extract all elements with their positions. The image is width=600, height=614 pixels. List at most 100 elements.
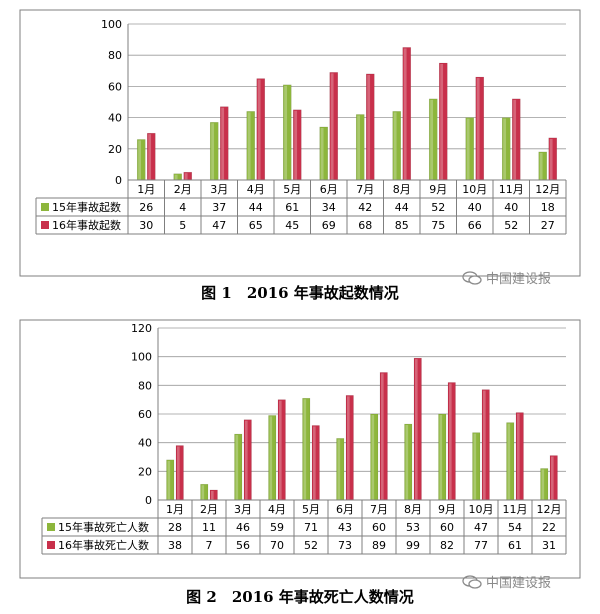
data-label: 5: [179, 219, 186, 232]
legend-swatch: [47, 541, 55, 549]
accident-deaths-chart: 0 20 40 60 80 100 120 1月 2月 3月 4月 5月 6月 7月 8月 9月 10月 11月 1…: [19, 319, 581, 579]
y-tick-label: 80: [108, 49, 122, 62]
data-label: 40: [468, 201, 482, 214]
bar-highlight: [549, 138, 553, 180]
bar-highlight: [430, 99, 434, 180]
wechat-icon: [462, 574, 482, 589]
bar-highlight: [184, 173, 188, 180]
data-label: 34: [322, 201, 336, 214]
bar-highlight: [174, 174, 178, 180]
bar-highlight: [347, 396, 350, 500]
y-tick-label: 60: [108, 80, 122, 93]
bar-highlight: [257, 79, 261, 180]
y-tick-label: 80: [138, 379, 152, 392]
bar-highlight: [279, 400, 282, 500]
data-label: 28: [168, 521, 182, 534]
x-tick-label: 6月: [336, 503, 354, 516]
x-tick-label: 3月: [210, 183, 228, 196]
legend-swatch: [41, 221, 49, 229]
bar-highlight: [357, 115, 361, 180]
bar-highlight: [539, 152, 543, 180]
bar-highlight: [405, 425, 409, 500]
watermark: 中国建设报: [462, 268, 551, 287]
data-label: 68: [358, 219, 372, 232]
data-label: 37: [212, 201, 226, 214]
data-label: 65: [249, 219, 263, 232]
x-tick-label: 12月: [537, 503, 562, 516]
x-tick-label: 4月: [268, 503, 286, 516]
bar-highlight: [517, 413, 520, 500]
bar-highlight: [245, 420, 248, 500]
data-label: 52: [504, 219, 518, 232]
data-label: 75: [431, 219, 445, 232]
x-tick-label: 1月: [137, 183, 155, 196]
x-tick-label: 8月: [404, 503, 422, 516]
data-label: 85: [395, 219, 409, 232]
y-tick-label: 100: [131, 351, 152, 364]
bar-highlight: [269, 416, 273, 500]
bar-highlight: [473, 433, 477, 500]
bar-highlight: [476, 78, 480, 180]
legend-swatch: [47, 523, 55, 531]
bar-highlight: [211, 123, 215, 180]
bar-highlight: [415, 359, 418, 500]
bar-highlight: [337, 439, 341, 500]
bar-highlight: [507, 423, 511, 500]
bar-highlight: [513, 99, 517, 180]
bar-highlight: [320, 127, 324, 180]
data-label: 99: [406, 539, 420, 552]
data-label: 70: [270, 539, 284, 552]
bar-highlight: [371, 415, 375, 500]
x-tick-label: 11月: [499, 183, 524, 196]
data-label: 7: [206, 539, 213, 552]
bar-highlight: [177, 446, 180, 500]
data-label: 47: [212, 219, 226, 232]
data-label: 26: [139, 201, 153, 214]
data-label: 46: [236, 521, 250, 534]
data-label: 44: [395, 201, 409, 214]
x-tick-label: 3月: [234, 503, 252, 516]
legend-label: 15年事故起数: [52, 200, 121, 214]
bar-highlight: [449, 383, 452, 500]
x-tick-label: 7月: [370, 503, 388, 516]
data-label: 43: [338, 521, 352, 534]
data-label: 73: [338, 539, 352, 552]
bar-highlight: [367, 74, 371, 180]
data-label: 54: [508, 521, 522, 534]
bar-highlight: [551, 456, 554, 500]
data-label: 31: [542, 539, 556, 552]
x-tick-label: 2月: [200, 503, 218, 516]
bar-highlight: [483, 390, 486, 500]
bar-highlight: [403, 48, 407, 181]
bar-highlight: [201, 485, 205, 500]
data-label: 4: [179, 201, 186, 214]
y-tick-label: 20: [108, 143, 122, 156]
data-label: 60: [372, 521, 386, 534]
bar-highlight: [439, 415, 443, 500]
accident-count-chart: 0 20 40 60 80 100 1月 2月 3月 4月 5月 6月 7月 8月 9月 10月 11月 12月 1…: [19, 9, 581, 277]
x-tick-label: 5月: [302, 503, 320, 516]
data-label: 60: [440, 521, 454, 534]
data-label: 69: [322, 219, 336, 232]
data-label: 27: [541, 219, 555, 232]
figure-1-caption: 图 1 2016 年事故起数情况: [201, 284, 399, 302]
x-tick-label: 5月: [283, 183, 301, 196]
bar-highlight: [294, 110, 298, 180]
data-label: 71: [304, 521, 318, 534]
data-label: 40: [504, 201, 518, 214]
x-tick-label: 4月: [247, 183, 265, 196]
data-label: 59: [270, 521, 284, 534]
bar-highlight: [167, 460, 171, 500]
bar-highlight: [541, 469, 545, 500]
data-label: 77: [474, 539, 488, 552]
data-label: 11: [202, 521, 216, 534]
data-label: 53: [406, 521, 420, 534]
data-label: 22: [542, 521, 556, 534]
x-tick-label: 10月: [469, 503, 494, 516]
bar-highlight: [148, 134, 152, 180]
data-label: 52: [304, 539, 318, 552]
x-tick-label: 9月: [429, 183, 447, 196]
data-label: 38: [168, 539, 182, 552]
data-label: 47: [474, 521, 488, 534]
x-tick-label: 8月: [393, 183, 411, 196]
